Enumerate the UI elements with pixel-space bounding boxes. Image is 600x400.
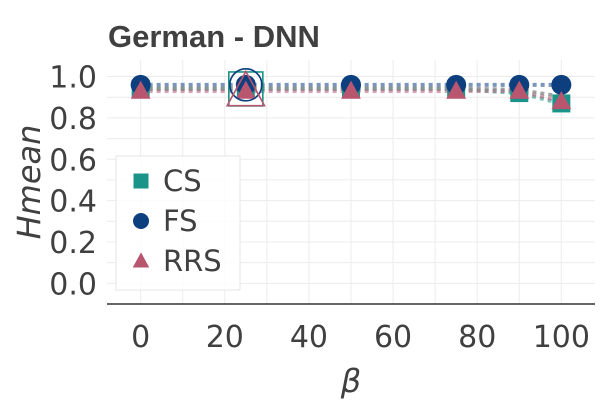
y-axis-label: Hmean: [10, 125, 48, 240]
y-tick-label: 0.0: [49, 267, 97, 302]
x-tick-labels: 0 20 40 60 80 100: [131, 320, 590, 355]
legend-marker-cs: [133, 173, 149, 189]
legend-label-rrs: RRS: [163, 244, 222, 278]
point-rrs: [446, 80, 467, 99]
highlight-fs: [229, 68, 263, 102]
legend: CS FS RRS: [115, 155, 241, 291]
y-tick-labels: 0.0 0.2 0.4 0.6 0.8 1.0: [49, 61, 97, 303]
chart-title: German - DNN: [108, 19, 320, 54]
x-tick-label: 60: [374, 320, 412, 355]
point-rrs: [551, 91, 572, 110]
highlight-rrs: [225, 69, 266, 107]
y-tick-label: 1.0: [49, 61, 97, 96]
legend-label-cs: CS: [163, 164, 202, 198]
point-rrs: [130, 80, 151, 99]
data-markers: [130, 74, 572, 113]
point-fs: [551, 74, 572, 95]
x-tick-label: 40: [290, 320, 328, 355]
point-rrs: [509, 80, 530, 99]
x-axis-label: β: [340, 362, 361, 400]
x-tick-label: 0: [131, 320, 150, 355]
x-tick-label: 80: [458, 320, 496, 355]
x-tick-label: 20: [206, 320, 244, 355]
y-tick-label: 0.6: [49, 143, 97, 178]
legend-marker-fs: [133, 213, 149, 229]
y-tick-label: 0.2: [49, 226, 97, 261]
legend-marker-rrs: [132, 252, 150, 268]
point-rrs: [235, 80, 256, 99]
x-tick-label: 100: [533, 320, 590, 355]
highlight-markers: [225, 68, 266, 107]
y-tick-label: 0.4: [49, 185, 97, 220]
legend-label-fs: FS: [163, 204, 198, 238]
point-rrs: [341, 80, 361, 99]
y-tick-label: 0.8: [49, 102, 97, 137]
